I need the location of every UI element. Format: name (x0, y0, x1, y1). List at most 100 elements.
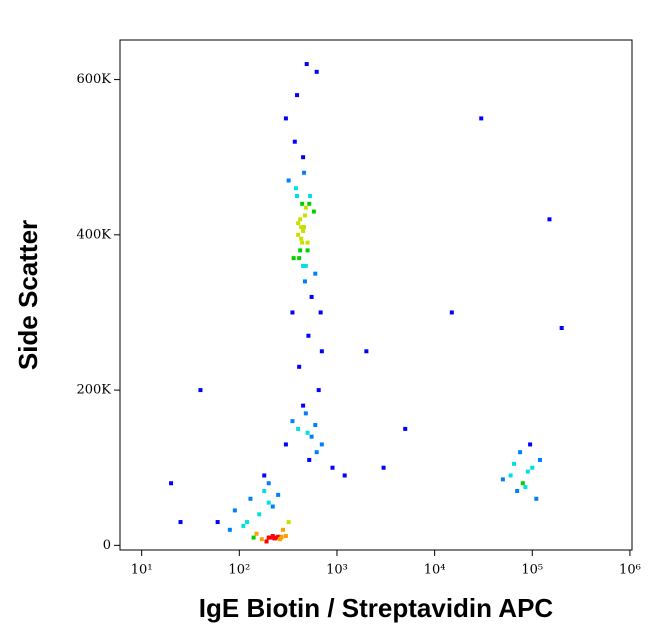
point (559, 325, 564, 330)
point (534, 496, 539, 501)
point (305, 430, 310, 435)
y-tick-label: 200K (76, 383, 111, 398)
y-tick-label: 600K (76, 72, 111, 87)
x-tick-label: 10² (228, 563, 250, 578)
point (314, 450, 319, 455)
point (316, 388, 321, 393)
point (290, 419, 295, 424)
point (311, 209, 316, 214)
point (307, 201, 312, 206)
point (309, 294, 314, 299)
y-axis-label: Side Scatter (13, 220, 43, 370)
point (449, 310, 454, 315)
point (302, 170, 307, 175)
point (251, 535, 256, 540)
point (178, 520, 183, 525)
point (302, 213, 307, 218)
point (319, 349, 324, 354)
point (305, 248, 310, 253)
point (241, 523, 246, 528)
point (500, 477, 505, 482)
point (257, 512, 262, 517)
point (301, 403, 306, 408)
point (277, 537, 282, 542)
point (248, 496, 253, 501)
point (286, 520, 291, 525)
point (512, 461, 517, 466)
x-tick-label: 10⁵ (521, 563, 543, 578)
point (301, 155, 306, 160)
point (262, 489, 267, 494)
point (518, 450, 523, 455)
point (306, 333, 311, 338)
point (305, 240, 310, 245)
point (301, 263, 306, 268)
point (528, 442, 533, 447)
point (295, 194, 300, 199)
point (297, 364, 302, 369)
point (303, 411, 308, 416)
point (318, 310, 323, 315)
point (266, 535, 271, 540)
point (303, 205, 308, 210)
x-axis-label: IgE Biotin / Streptavidin APC (199, 593, 554, 623)
point (245, 520, 250, 525)
point (304, 62, 309, 67)
y-tick-label: 0 (103, 538, 111, 553)
point (308, 194, 313, 199)
point (313, 423, 318, 428)
point (266, 500, 271, 505)
point (300, 240, 305, 245)
point (262, 473, 267, 478)
x-tick-label: 10⁴ (424, 563, 446, 578)
plot-frame (119, 39, 633, 551)
point (298, 248, 303, 253)
x-tick-label: 10⁶ (619, 563, 641, 578)
point (547, 217, 552, 222)
point (530, 465, 535, 470)
point (313, 271, 318, 276)
point (330, 465, 335, 470)
point (314, 69, 319, 74)
point (364, 349, 369, 354)
point (299, 225, 304, 230)
point (299, 236, 304, 241)
point (296, 221, 301, 226)
point (295, 93, 300, 98)
x-tick-label: 10³ (326, 563, 348, 578)
point (538, 457, 543, 462)
point (479, 116, 484, 121)
point (266, 481, 271, 486)
point (198, 388, 203, 393)
point (309, 434, 314, 439)
point (259, 537, 264, 542)
point (227, 527, 232, 532)
point (301, 228, 306, 233)
point (307, 457, 312, 462)
point (508, 473, 513, 478)
point (525, 469, 530, 474)
point (291, 256, 296, 261)
point (300, 201, 305, 206)
point (215, 520, 220, 525)
point (276, 534, 281, 539)
point (520, 481, 525, 486)
point (290, 310, 295, 315)
point (286, 178, 291, 183)
point (264, 539, 269, 544)
point (280, 527, 285, 532)
point (302, 225, 307, 230)
point (232, 508, 237, 513)
point (272, 536, 277, 541)
point (283, 442, 288, 447)
point (319, 442, 324, 447)
point (303, 263, 308, 268)
point (296, 232, 301, 237)
point (342, 473, 347, 478)
x-tick-label: 10¹ (131, 563, 153, 578)
point (169, 481, 174, 486)
y-tick-label: 400K (76, 227, 111, 242)
point (292, 139, 297, 144)
point (298, 217, 303, 222)
point (296, 426, 301, 431)
